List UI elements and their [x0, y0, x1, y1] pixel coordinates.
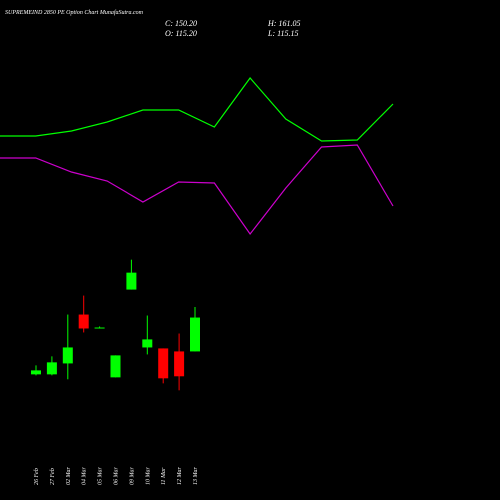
x-tick-label: 26 Feb — [34, 468, 40, 485]
candle-body — [158, 348, 169, 379]
open-label: O: 115.20 — [165, 29, 197, 38]
candle-body — [190, 317, 200, 352]
candle-body — [62, 347, 73, 364]
x-tick-label: 13 Mar — [193, 467, 199, 485]
candle-body — [94, 327, 105, 329]
candle-body — [78, 314, 89, 329]
candle-body — [110, 355, 121, 378]
candle-body — [142, 339, 153, 348]
high-label: H: 161.05 — [267, 19, 300, 28]
line — [0, 77, 394, 142]
x-tick-label: 05 Mar — [98, 467, 104, 485]
low-label: L: 115.15 — [267, 29, 299, 38]
line — [0, 144, 394, 236]
x-tick-label: 11 Mar — [161, 467, 167, 485]
candle-body — [126, 272, 137, 290]
x-tick-label: 04 Mar — [81, 467, 88, 485]
close-label: C: 150.20 — [165, 19, 197, 28]
x-tick-label: 27 Feb — [50, 468, 56, 485]
x-tick-label: 12 Mar — [177, 467, 183, 485]
candle-body — [174, 351, 185, 377]
x-tick-label: 10 Mar — [145, 467, 151, 485]
x-tick-label: 06 Mar — [114, 467, 120, 485]
x-tick-label: 02 Mar — [66, 467, 72, 485]
chart-title: SUPREMEIND 2850 PE Option Chart MunafaSu… — [5, 9, 144, 16]
candle-body — [31, 370, 41, 375]
candle-body — [46, 362, 57, 375]
x-tick-label: 09 Mar — [129, 467, 135, 485]
